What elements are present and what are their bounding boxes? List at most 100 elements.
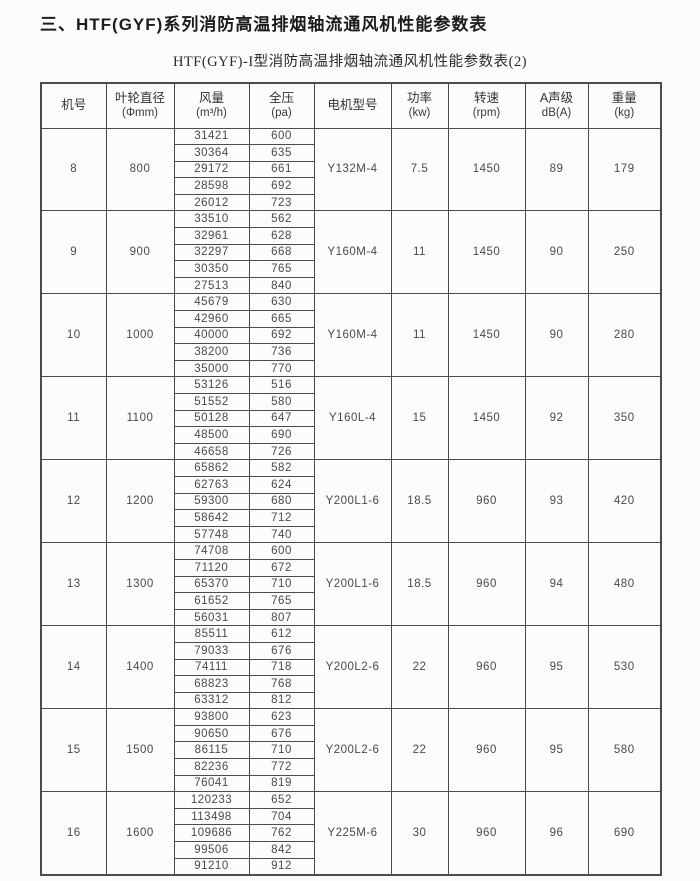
cell-impeller-diameter: 1500 — [105, 708, 175, 793]
col-header-label: 机号 — [61, 97, 87, 112]
cell-power: 18.5 — [390, 459, 449, 544]
cell-motor-model: Y200L1-6 — [313, 459, 392, 544]
table-row: 59300 680 — [41, 492, 661, 511]
cell-total-pressure: 770 — [248, 359, 315, 378]
table-row: 86115 710 — [41, 741, 661, 760]
cell-air-volume: 68823 — [173, 675, 250, 693]
cell-air-volume: 42960 — [173, 310, 250, 328]
cell-air-volume: 62763 — [173, 475, 250, 494]
cell-motor-model: Y200L1-6 — [313, 542, 392, 627]
col-header-weight: 重量 (kg) — [587, 82, 662, 129]
cell-total-pressure: 765 — [248, 592, 315, 610]
cell-impeller-diameter: 1000 — [105, 293, 175, 378]
cell-machine-no: 13 — [40, 542, 107, 627]
table-row: 57748 740 — [41, 525, 661, 544]
cell-noise-level: 90 — [524, 210, 589, 295]
cell-air-volume: 63312 — [173, 691, 250, 710]
cell-machine-no: 12 — [40, 459, 107, 544]
cell-total-pressure: 690 — [248, 426, 315, 444]
cell-noise-level: 89 — [524, 127, 589, 212]
cell-motor-model: Y160M-4 — [313, 293, 392, 378]
col-header-noise-level: A声级 dB(A) — [524, 82, 589, 129]
table-row: 10 1000 45679 630 Y160M-4 11 1450 90 280 — [40, 293, 662, 378]
cell-total-pressure: 762 — [248, 824, 315, 843]
cell-total-pressure: 740 — [248, 525, 315, 544]
cell-total-pressure: 672 — [248, 558, 315, 577]
cell-total-pressure: 912 — [248, 857, 315, 876]
table-row: 11 1100 53126 516 Y160L-4 15 1450 92 350 — [40, 376, 662, 461]
cell-total-pressure: 710 — [248, 575, 315, 594]
cell-air-volume: 48500 — [173, 426, 250, 444]
header-row: 机号 叶轮直径 (Φmm) 风量 (m³/h) 全压 (pa) 电机型号 功率 (kw) 转速 (rp… — [40, 82, 662, 129]
table-row: 62763 624 — [41, 475, 661, 494]
col-header-power: 功率 (kw) — [390, 82, 449, 129]
cell-total-pressure: 635 — [248, 144, 315, 162]
table-row: 27513 840 — [41, 276, 661, 295]
cell-motor-model: Y225M-6 — [313, 791, 392, 876]
cell-total-pressure: 765 — [248, 260, 315, 278]
cell-total-pressure: 676 — [248, 641, 315, 660]
cell-total-pressure: 628 — [248, 227, 315, 245]
cell-speed: 960 — [447, 625, 526, 710]
cell-impeller-diameter: 1400 — [105, 625, 175, 710]
cell-machine-no: 14 — [40, 625, 107, 710]
page-title: 三、HTF(GYF)系列消防高温排烟轴流通风机性能参数表 — [40, 15, 488, 34]
cell-weight: 690 — [587, 791, 662, 876]
cell-motor-model: Y160M-4 — [313, 210, 392, 295]
table-row: 65370 710 — [41, 575, 661, 594]
col-header-speed: 转速 (rpm) — [447, 82, 526, 129]
table-row: 8 800 31421 600 Y132M-4 7.5 1450 89 179 — [40, 127, 662, 212]
cell-speed: 960 — [447, 459, 526, 544]
col-header-label: A声级 — [539, 90, 574, 105]
col-header-label: 叶轮直径 — [114, 90, 165, 105]
table-row: 13 1300 74708 600 Y200L1-6 18.5 960 94 480 — [40, 542, 662, 627]
cell-total-pressure: 812 — [248, 691, 315, 710]
cell-total-pressure: 600 — [248, 542, 315, 560]
cell-air-volume: 85511 — [173, 625, 250, 643]
cell-impeller-diameter: 1100 — [105, 376, 175, 461]
cell-total-pressure: 680 — [248, 492, 315, 511]
cell-total-pressure: 661 — [248, 160, 315, 179]
cell-air-volume: 109686 — [173, 824, 250, 843]
cell-weight: 420 — [587, 459, 662, 544]
cell-speed: 960 — [447, 791, 526, 876]
col-header-unit: (pa) — [271, 107, 292, 120]
cell-total-pressure: 623 — [248, 708, 315, 726]
cell-machine-no: 8 — [40, 127, 107, 212]
cell-weight: 250 — [587, 210, 662, 295]
cell-motor-model: Y160L-4 — [313, 376, 392, 461]
cell-air-volume: 91210 — [173, 857, 250, 876]
cell-total-pressure: 652 — [248, 791, 315, 809]
col-header-label: 重量 — [611, 90, 637, 105]
col-header-impeller-diameter: 叶轮直径 (Φmm) — [105, 82, 175, 129]
cell-total-pressure: 772 — [248, 758, 315, 776]
cell-speed: 1450 — [447, 376, 526, 461]
table-row: 42960 665 — [41, 310, 661, 328]
cell-total-pressure: 668 — [248, 243, 315, 262]
cell-air-volume: 76041 — [173, 774, 250, 793]
cell-impeller-diameter: 900 — [105, 210, 175, 295]
cell-air-volume: 40000 — [173, 326, 250, 345]
cell-total-pressure: 630 — [248, 293, 315, 312]
cell-speed: 960 — [447, 542, 526, 627]
cell-air-volume: 93800 — [173, 708, 250, 726]
table-row: 30350 765 — [41, 260, 661, 278]
cell-air-volume: 71120 — [173, 558, 250, 577]
col-header-total-pressure: 全压 (pa) — [248, 82, 315, 129]
cell-power: 7.5 — [390, 127, 449, 212]
cell-weight: 530 — [587, 625, 662, 710]
cell-air-volume: 120233 — [173, 791, 250, 809]
cell-machine-no: 11 — [40, 376, 107, 461]
cell-machine-no: 10 — [40, 293, 107, 378]
cell-noise-level: 93 — [524, 459, 589, 544]
cell-power: 11 — [390, 293, 449, 378]
table-row: 38200 736 — [41, 343, 661, 361]
cell-machine-no: 15 — [40, 708, 107, 793]
cell-power: 30 — [390, 791, 449, 876]
cell-weight: 280 — [587, 293, 662, 378]
cell-air-volume: 74111 — [173, 658, 250, 677]
cell-total-pressure: 768 — [248, 675, 315, 693]
cell-weight: 350 — [587, 376, 662, 461]
cell-air-volume: 57748 — [173, 525, 250, 544]
cell-machine-no: 9 — [40, 210, 107, 295]
